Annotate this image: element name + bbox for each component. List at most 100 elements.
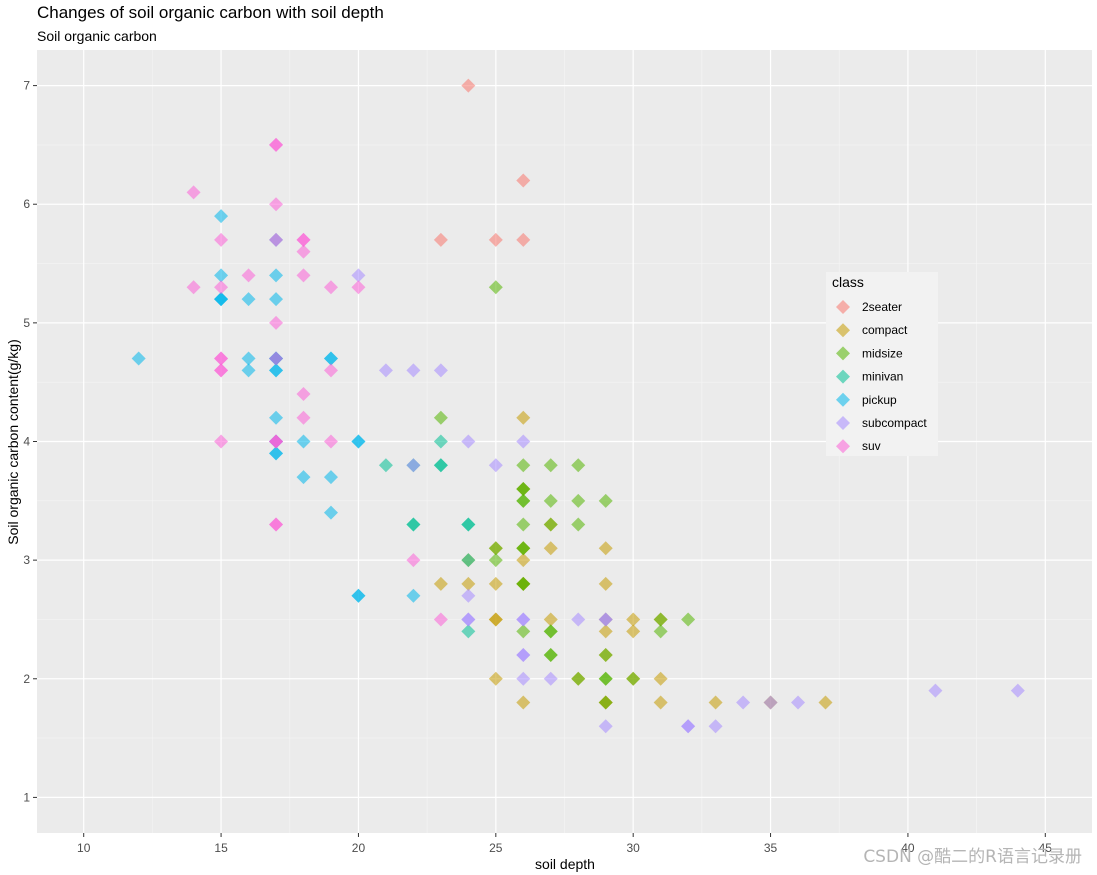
data-point-suv <box>269 232 284 247</box>
y-tick-label: 6 <box>23 197 30 211</box>
data-point-2seater <box>516 173 531 188</box>
data-point-midsize <box>488 280 503 295</box>
data-point-midsize <box>571 458 586 473</box>
data-point-subcompact <box>433 363 448 378</box>
data-point-compact <box>488 671 503 686</box>
data-point-pickup <box>269 410 284 425</box>
data-point-midsize <box>516 541 531 556</box>
data-point-subcompact <box>406 363 421 378</box>
chart-title: Changes of soil organic carbon with soil… <box>37 3 384 22</box>
legend-key-subcompact <box>836 416 850 430</box>
data-point-suv <box>241 268 256 283</box>
data-point-minivan <box>433 434 448 449</box>
data-point-midsize <box>653 624 668 639</box>
data-point-subcompact <box>543 671 558 686</box>
data-point-suv <box>186 280 201 295</box>
legend-key-midsize <box>836 346 850 361</box>
data-point-midsize <box>571 493 586 508</box>
data-point-suv <box>433 612 448 627</box>
data-point-pickup <box>323 470 338 485</box>
grid-lines <box>37 50 1092 833</box>
data-point-subcompact <box>461 588 476 603</box>
data-point-suv <box>323 280 338 295</box>
data-point-pickup <box>269 268 284 283</box>
data-point-compact <box>516 410 531 425</box>
data-point-suv <box>269 315 284 330</box>
y-tick-label: 3 <box>23 553 30 567</box>
data-point-subcompact <box>461 434 476 449</box>
legend-label-pickup: pickup <box>862 393 897 407</box>
data-point-2seater <box>516 232 531 247</box>
data-point-subcompact <box>791 695 806 710</box>
data-point-compact <box>516 695 531 710</box>
legend-key-2seater <box>836 300 850 314</box>
data-point-pickup <box>241 363 256 378</box>
data-point-subcompact <box>681 719 696 734</box>
x-tick-label: 40 <box>901 841 915 855</box>
data-point-midsize <box>516 517 531 532</box>
data-point-midsize <box>571 671 586 686</box>
data-point-subcompact <box>598 612 613 627</box>
x-axis-title: soil depth <box>535 856 595 872</box>
data-point-pickup <box>296 470 311 485</box>
data-point-suv <box>269 434 284 449</box>
chart-subtitle: Soil organic carbon <box>37 28 157 44</box>
y-tick-label: 2 <box>23 672 30 686</box>
data-point-pickup <box>214 209 229 224</box>
data-point-suv <box>214 434 229 449</box>
data-point-subcompact <box>516 671 531 686</box>
legend-title: class <box>832 274 864 290</box>
data-point-pickup <box>214 268 229 283</box>
data-point-compact <box>708 695 723 710</box>
data-point-subcompact <box>571 612 586 627</box>
x-tick-label: 35 <box>764 841 778 855</box>
data-point-midsize <box>516 576 531 591</box>
data-point-midsize <box>543 458 558 473</box>
data-point-subcompact <box>351 268 366 283</box>
data-point-midsize <box>488 553 503 568</box>
data-point-suv <box>351 280 366 295</box>
x-tick-label: 15 <box>214 841 228 855</box>
data-point-subcompact <box>516 648 531 663</box>
data-point-2seater <box>433 232 448 247</box>
data-point-2seater <box>488 232 503 247</box>
watermark: CSDN @酷二的R语言记录册 <box>863 847 1082 867</box>
data-point-subcompact <box>488 458 503 473</box>
data-point-minivan <box>461 553 476 568</box>
data-point-pickup <box>323 505 338 520</box>
data-point-midsize <box>681 612 696 627</box>
x-tick-label: 25 <box>489 841 503 855</box>
data-point-suv <box>186 185 201 200</box>
data-point-midsize <box>516 458 531 473</box>
data-point-suv <box>269 517 284 532</box>
data-point-suv <box>269 197 284 212</box>
data-point-suv <box>406 553 421 568</box>
data-point-suv <box>269 351 284 366</box>
x-tick-label: 10 <box>77 841 91 855</box>
data-point-subcompact <box>736 695 751 710</box>
y-tick-label: 5 <box>23 316 30 330</box>
legend-key-minivan <box>836 369 850 384</box>
data-point-midsize <box>598 671 613 686</box>
data-point-midsize <box>516 493 531 508</box>
data-point-midsize <box>543 648 558 663</box>
data-point-suv <box>214 232 229 247</box>
data-point-subcompact <box>928 683 943 698</box>
data-point-suv <box>296 387 311 402</box>
data-point-pickup <box>269 363 284 378</box>
data-point-suv <box>269 137 284 152</box>
data-point-midsize <box>433 410 448 425</box>
data-point-subcompact <box>516 434 531 449</box>
data-point-compact <box>543 541 558 556</box>
data-point-pickup <box>351 588 366 603</box>
data-point-suv <box>214 363 229 378</box>
y-tick-label: 4 <box>23 435 30 449</box>
data-point-pickup <box>214 292 229 307</box>
legend-items: 2seater compact midsize minivan pickup subcom… <box>836 300 927 454</box>
data-point-compact <box>653 695 668 710</box>
legend-label-midsize: midsize <box>862 346 903 360</box>
data-point-subcompact <box>1010 683 1025 698</box>
data-point-minivan <box>378 458 393 473</box>
y-axis-title: Soil organic carbon content(g/kg) <box>5 339 21 544</box>
